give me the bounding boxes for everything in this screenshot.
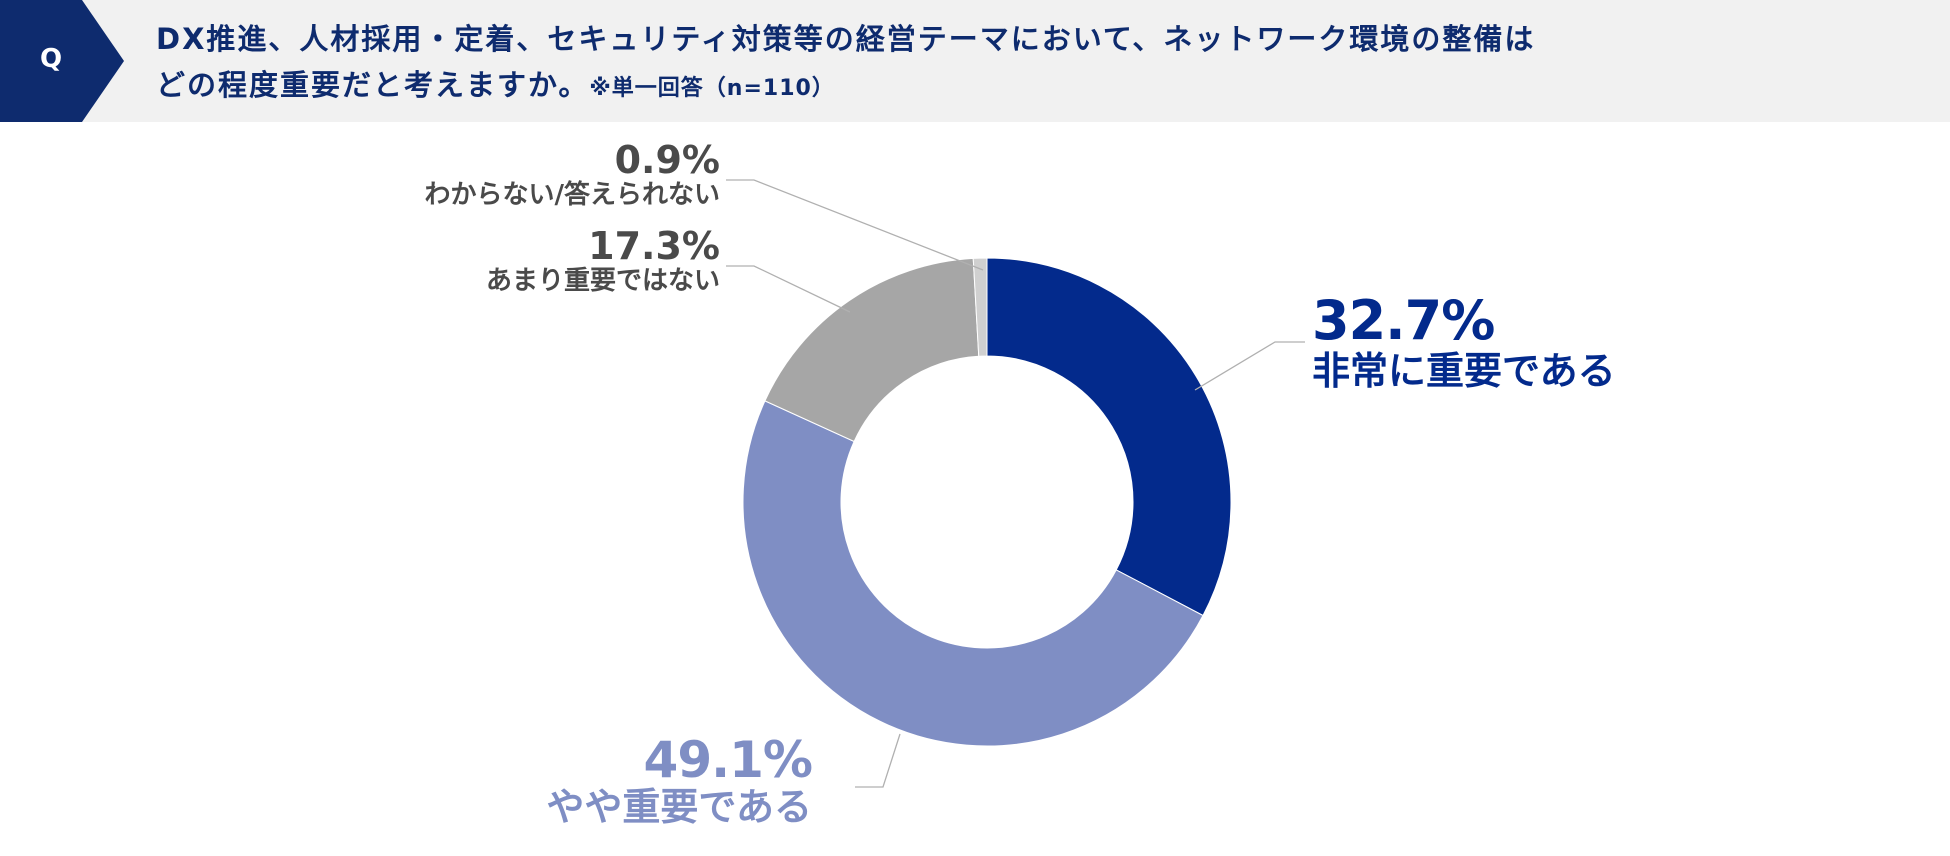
question-line-1: DX推進、人材採用・定着、セキュリティ対策等の経営テーマにおいて、ネットワーク環… <box>156 22 1536 56</box>
value-label-unknown: 0.9% <box>614 138 720 182</box>
label-very-important: 32.7% 非常に重要である <box>1312 289 1616 393</box>
donut-chart: 32.7% 非常に重要である 49.1% やや重要である 17.3% あまり重要… <box>0 122 1950 852</box>
question-line-2: どの程度重要だと考えますか。※単一回答（n=110） <box>156 62 1916 112</box>
question-header: Q DX推進、人材採用・定着、セキュリティ対策等の経営テーマにおいて、ネットワー… <box>0 0 1950 122</box>
category-label-unknown: わからない/答えられない <box>424 180 721 210</box>
slice-unknown <box>972 257 988 357</box>
value-label-not-very-important: 17.3% <box>588 224 720 268</box>
leader-line-unknown <box>726 179 984 271</box>
question-note: ※単一回答（n=110） <box>589 76 835 101</box>
label-somewhat-important: 49.1% やや重要である <box>546 731 813 829</box>
donut-chart-svg <box>726 179 1305 788</box>
question-line-2-text: どの程度重要だと考えますか。 <box>156 68 590 102</box>
category-label-somewhat-important: やや重要である <box>546 785 812 829</box>
slice-somewhat-important <box>742 400 1204 747</box>
question-badge-shape <box>0 0 124 122</box>
slice-not-very-important <box>764 257 980 443</box>
value-label-somewhat-important: 49.1% <box>643 731 813 789</box>
leader-line-not-very-important <box>726 265 851 313</box>
label-not-very-important: 17.3% あまり重要ではない <box>486 226 720 296</box>
question-badge: Q <box>0 0 124 122</box>
question-badge-label: Q <box>39 44 63 74</box>
question-text: DX推進、人材採用・定着、セキュリティ対策等の経営テーマにおいて、ネットワーク環… <box>156 16 1916 112</box>
value-label-very-important: 32.7% <box>1312 289 1495 352</box>
category-label-very-important: 非常に重要である <box>1312 349 1616 393</box>
leader-line-somewhat-important <box>855 733 901 788</box>
slice-very-important <box>986 257 1232 617</box>
category-label-not-very-important: あまり重要ではない <box>485 266 720 296</box>
leader-line-very-important <box>1194 341 1305 391</box>
label-unknown: 0.9% わからない/答えられない <box>425 140 721 210</box>
